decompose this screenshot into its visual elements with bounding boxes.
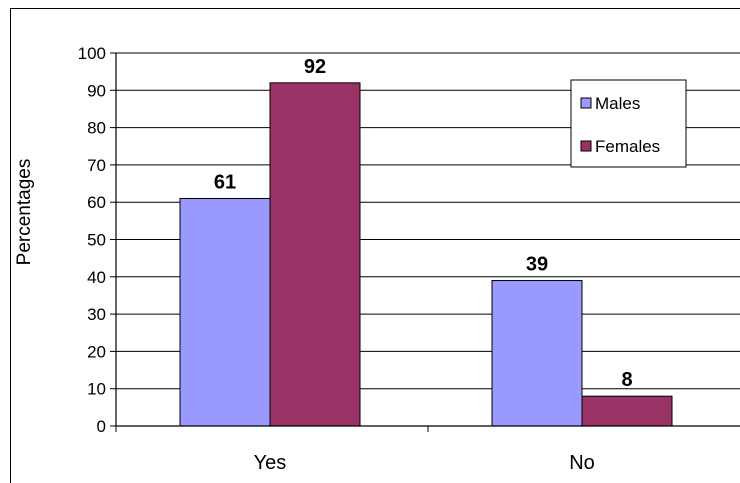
data-label: 61 [214, 171, 236, 193]
x-categories: Yes No [115, 426, 595, 474]
bar-males-yes [179, 197, 271, 427]
data-label: 8 [621, 369, 632, 391]
y-tick-label: 40 [87, 268, 106, 287]
y-tick-label: 30 [87, 305, 106, 324]
data-label: 39 [526, 254, 548, 276]
data-label: 92 [304, 56, 326, 78]
x-category-label: No [569, 452, 595, 474]
chart-frame [10, 8, 740, 483]
y-tick-label: 10 [87, 380, 106, 399]
y-tick-label: 100 [78, 44, 106, 63]
x-category-label: Yes [254, 452, 287, 474]
legend-label-males: Males [595, 94, 640, 113]
bars [179, 82, 673, 427]
y-tick-label: 0 [97, 417, 106, 436]
y-tick-label: 90 [87, 81, 106, 100]
legend-swatch-females [580, 140, 592, 152]
y-tick-label: 80 [87, 119, 106, 138]
legend: Males Females [570, 79, 687, 168]
y-tick-label: 20 [87, 342, 106, 361]
data-labels: 61 92 39 8 [214, 56, 633, 391]
y-tick-label: 60 [87, 193, 106, 212]
legend-box [570, 79, 687, 168]
bar-females-yes [269, 82, 361, 427]
y-ticks: 0 10 20 30 40 50 60 70 80 90 100 [78, 44, 116, 436]
legend-label-females: Females [595, 137, 660, 156]
legend-swatch-males [580, 97, 592, 109]
bar-females-no [581, 395, 673, 427]
bar-males-no [491, 280, 583, 427]
y-tick-label: 50 [87, 231, 106, 250]
y-tick-label: 70 [87, 156, 106, 175]
y-axis-title: Percentages [14, 159, 35, 266]
